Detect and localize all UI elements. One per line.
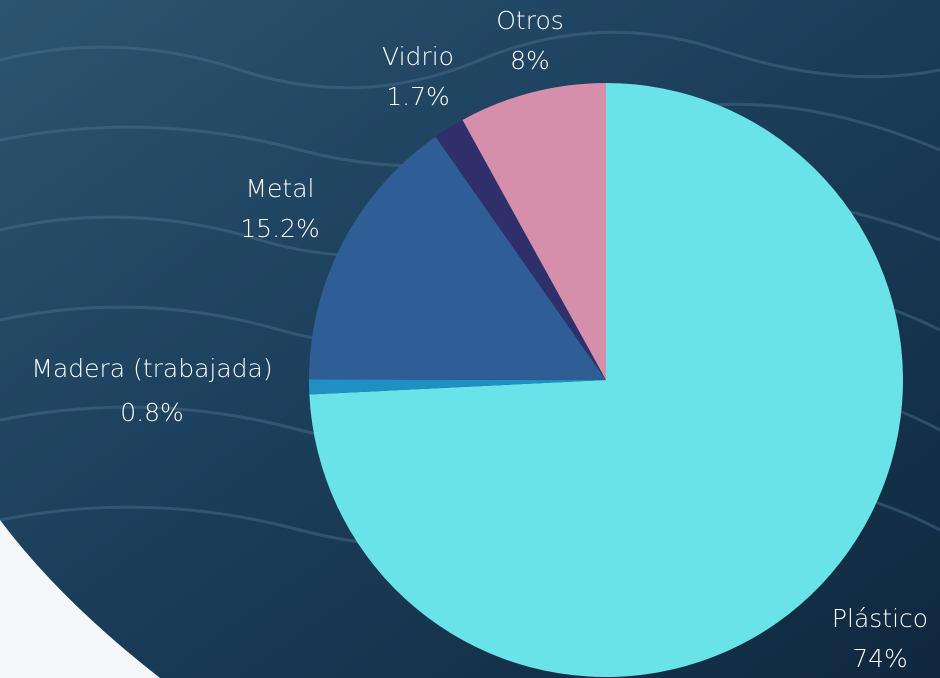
slice-label: Vidrio: [382, 42, 454, 71]
value-label: 0.8%: [120, 398, 184, 427]
chart: Plástico 74% Madera (trabajada) 0.8% Metal 15…: [0, 0, 940, 678]
slice-label: Plástico: [832, 604, 928, 633]
value-label: 74%: [852, 644, 908, 673]
value-label: 15.2%: [240, 214, 319, 243]
slice-label: Madera (trabajada): [31, 354, 272, 383]
pie: [309, 83, 903, 677]
page: Plástico 74% Madera (trabajada) 0.8% Metal 15…: [0, 0, 940, 678]
slice-label: Metal: [245, 174, 314, 203]
value-label: 8%: [510, 46, 550, 75]
value-label: 1.7%: [386, 82, 450, 111]
slice-label: Otros: [496, 6, 564, 35]
